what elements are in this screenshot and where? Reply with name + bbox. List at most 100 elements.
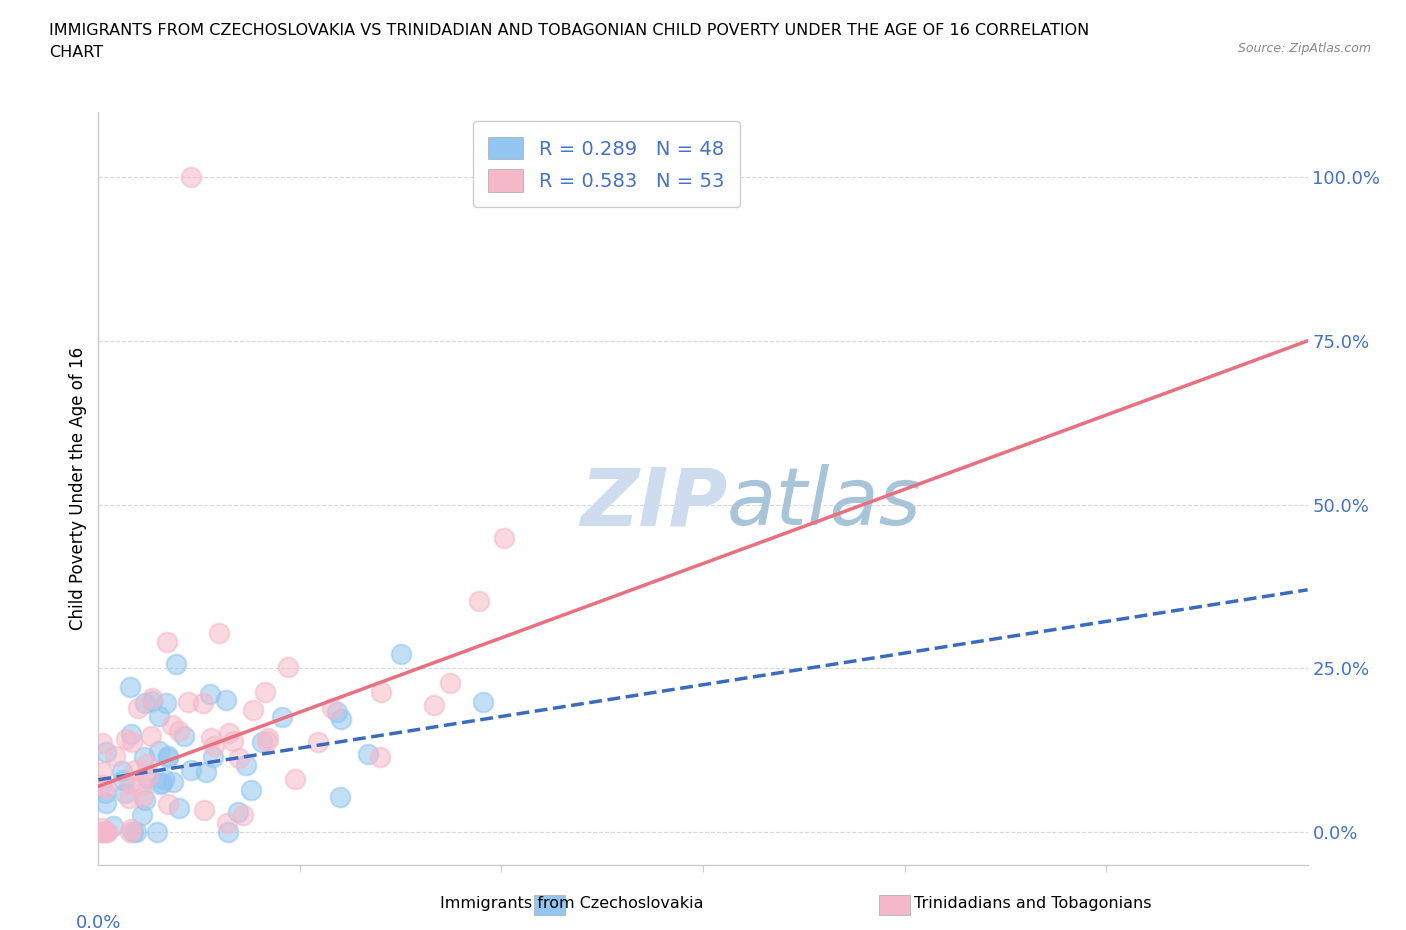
- Point: [221, 734, 243, 749]
- Point: [131, 790, 153, 804]
- Point: [104, 748, 127, 763]
- Point: [252, 735, 274, 750]
- Point: [125, 825, 148, 840]
- Y-axis label: Child Poverty Under the Age of 16: Child Poverty Under the Age of 16: [69, 347, 87, 630]
- Point: [329, 711, 352, 726]
- Point: [321, 700, 343, 715]
- Point: [217, 825, 239, 840]
- Point: [157, 749, 180, 764]
- Point: [114, 786, 136, 801]
- Point: [200, 730, 222, 745]
- Point: [195, 764, 218, 779]
- Point: [257, 731, 280, 746]
- Point: [120, 726, 142, 741]
- Point: [193, 803, 215, 817]
- Point: [94, 825, 117, 840]
- Point: [277, 659, 299, 674]
- Point: [91, 764, 114, 779]
- Point: [165, 657, 187, 671]
- Point: [370, 750, 392, 764]
- Point: [370, 684, 392, 699]
- Point: [307, 735, 329, 750]
- Point: [160, 717, 183, 732]
- Point: [134, 750, 156, 764]
- Point: [110, 764, 132, 778]
- Text: ZIP: ZIP: [579, 464, 727, 542]
- Point: [94, 795, 117, 810]
- Point: [111, 773, 134, 788]
- Point: [138, 768, 160, 783]
- Point: [201, 750, 224, 764]
- Point: [173, 729, 195, 744]
- Point: [131, 777, 153, 792]
- Point: [118, 680, 141, 695]
- Point: [198, 686, 221, 701]
- Point: [91, 735, 114, 750]
- Point: [389, 647, 412, 662]
- Text: atlas: atlas: [727, 464, 922, 542]
- Point: [121, 825, 143, 840]
- Point: [468, 593, 491, 608]
- Point: [180, 169, 202, 184]
- Point: [423, 698, 446, 712]
- Point: [96, 825, 118, 840]
- Point: [239, 783, 262, 798]
- Point: [134, 696, 156, 711]
- Text: IMMIGRANTS FROM CZECHOSLOVAKIA VS TRINIDADIAN AND TOBAGONIAN CHILD POVERTY UNDER: IMMIGRANTS FROM CZECHOSLOVAKIA VS TRINID…: [49, 23, 1090, 60]
- Point: [120, 825, 142, 840]
- Text: 0.0%: 0.0%: [76, 914, 121, 930]
- Point: [208, 625, 231, 640]
- Point: [135, 771, 157, 786]
- Point: [155, 696, 177, 711]
- Point: [94, 780, 117, 795]
- Point: [101, 818, 124, 833]
- Point: [218, 725, 240, 740]
- Point: [131, 808, 153, 823]
- Point: [145, 825, 167, 840]
- Point: [124, 763, 146, 777]
- Point: [177, 695, 200, 710]
- Point: [167, 801, 190, 816]
- Point: [494, 531, 516, 546]
- Text: Immigrants from Czechoslovakia: Immigrants from Czechoslovakia: [440, 897, 703, 911]
- Point: [121, 735, 143, 750]
- Text: Source: ZipAtlas.com: Source: ZipAtlas.com: [1237, 42, 1371, 55]
- Point: [284, 772, 307, 787]
- Point: [326, 704, 349, 719]
- Point: [191, 696, 214, 711]
- Point: [228, 751, 250, 765]
- Text: Trinidadians and Tobagonians: Trinidadians and Tobagonians: [914, 897, 1152, 911]
- Point: [242, 703, 264, 718]
- Point: [226, 804, 249, 819]
- Point: [232, 807, 254, 822]
- Point: [135, 757, 157, 772]
- Point: [180, 763, 202, 777]
- Point: [120, 821, 142, 836]
- Point: [141, 691, 163, 706]
- Point: [141, 694, 163, 709]
- Point: [139, 729, 162, 744]
- Point: [148, 744, 170, 759]
- Point: [118, 790, 141, 805]
- Point: [256, 734, 278, 749]
- Point: [115, 731, 138, 746]
- Point: [215, 816, 238, 830]
- Point: [91, 825, 114, 840]
- Point: [94, 786, 117, 801]
- Point: [471, 695, 494, 710]
- Point: [439, 676, 461, 691]
- Point: [148, 708, 170, 723]
- Point: [215, 693, 238, 708]
- Legend: R = 0.289   N = 48, R = 0.583   N = 53: R = 0.289 N = 48, R = 0.583 N = 53: [472, 121, 740, 207]
- Point: [91, 777, 114, 792]
- Point: [91, 820, 114, 835]
- Point: [149, 777, 172, 791]
- Point: [156, 797, 179, 812]
- Point: [127, 701, 149, 716]
- Point: [96, 825, 118, 840]
- Point: [91, 825, 114, 840]
- Point: [96, 745, 118, 760]
- Point: [254, 685, 277, 700]
- Point: [155, 634, 177, 649]
- Point: [134, 792, 156, 807]
